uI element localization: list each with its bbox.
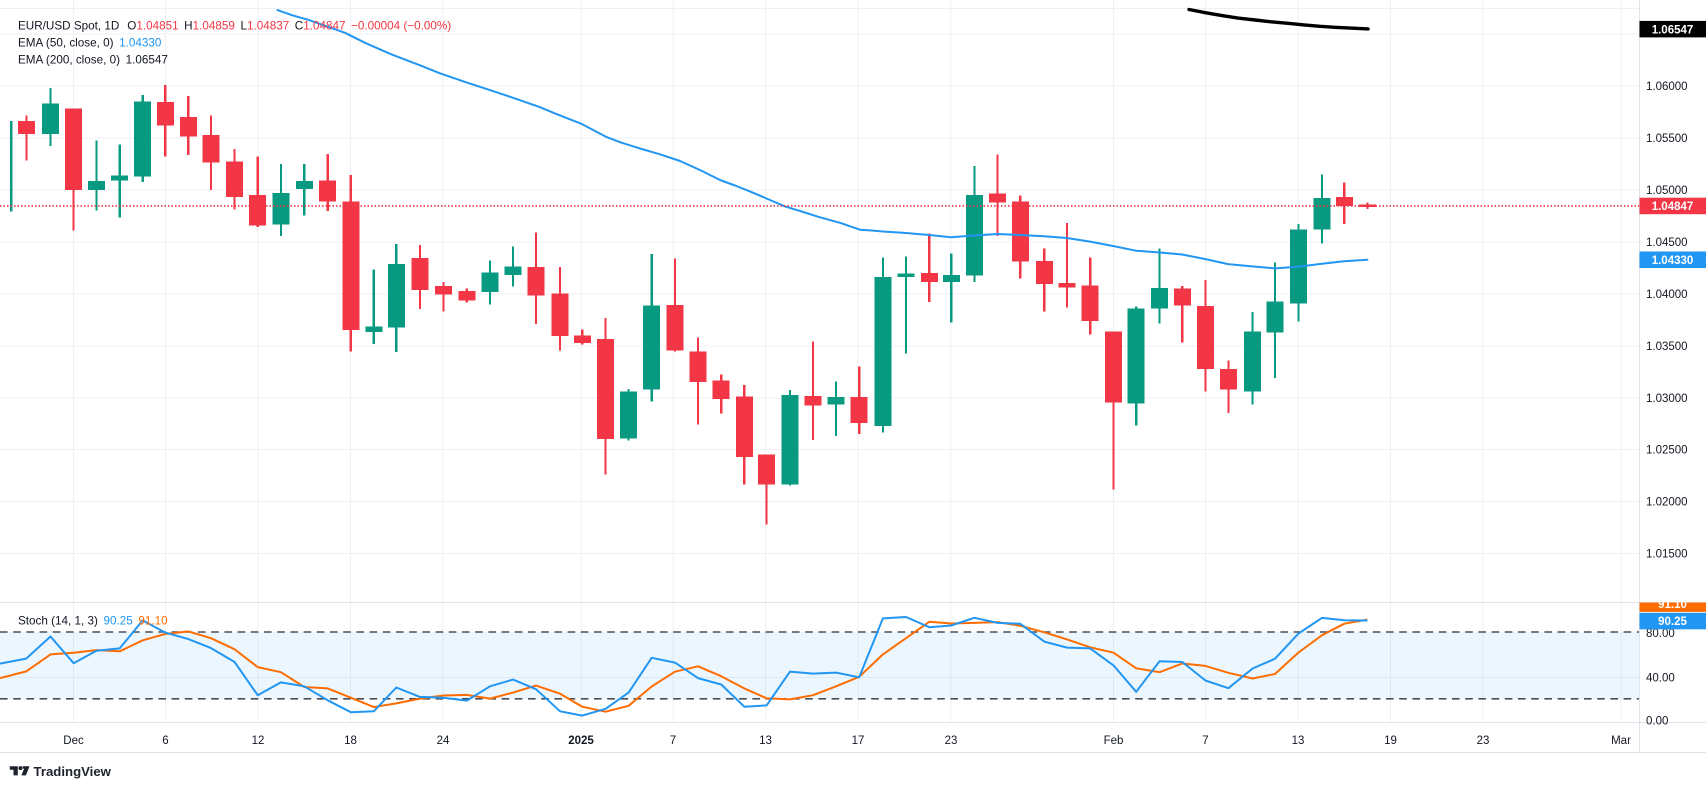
svg-text:1.02000: 1.02000 <box>1646 497 1688 509</box>
svg-text:19: 19 <box>1384 735 1397 747</box>
svg-text:80.00: 80.00 <box>1646 628 1675 640</box>
svg-text:Feb: Feb <box>1104 735 1124 747</box>
svg-text:2025: 2025 <box>568 735 594 747</box>
svg-text:18: 18 <box>344 735 357 747</box>
svg-text:40.00: 40.00 <box>1646 673 1675 685</box>
svg-text:1.03500: 1.03500 <box>1646 341 1688 353</box>
svg-text:6: 6 <box>162 735 168 747</box>
svg-text:EMA (50, close, 0) 1.04330: EMA (50, close, 0) 1.04330 <box>18 37 162 50</box>
svg-text:1.05000: 1.05000 <box>1646 185 1688 197</box>
svg-text:TradingView: TradingView <box>34 764 112 779</box>
svg-text:17: 17 <box>852 735 865 747</box>
svg-text:7: 7 <box>1202 735 1208 747</box>
svg-text:1.05500: 1.05500 <box>1646 133 1688 145</box>
svg-text:1.02500: 1.02500 <box>1646 445 1688 457</box>
svg-text:90.25: 90.25 <box>1658 616 1687 628</box>
svg-text:EUR/USD Spot, 1D O1.04851 H: EUR/USD Spot, 1D O1.04851 H1.04859 L1.04… <box>18 20 451 33</box>
svg-text:1.04000: 1.04000 <box>1646 289 1688 301</box>
svg-text:Dec: Dec <box>63 735 84 747</box>
svg-text:7: 7 <box>670 735 676 747</box>
svg-text:23: 23 <box>1477 735 1490 747</box>
svg-text:1.06000: 1.06000 <box>1646 81 1688 93</box>
svg-text:13: 13 <box>1292 735 1305 747</box>
svg-text:EMA (200, close, 0) 1.06547: EMA (200, close, 0) 1.06547 <box>18 54 168 67</box>
svg-text:1.04500: 1.04500 <box>1646 237 1688 249</box>
svg-text:1.04847: 1.04847 <box>1652 201 1694 213</box>
svg-text:13: 13 <box>759 735 772 747</box>
svg-text:1.01500: 1.01500 <box>1646 549 1688 561</box>
svg-text:1.04330: 1.04330 <box>1652 255 1694 267</box>
svg-text:23: 23 <box>945 735 958 747</box>
svg-text:0.00: 0.00 <box>1646 716 1668 728</box>
svg-text:Mar: Mar <box>1611 735 1631 747</box>
svg-text:1.03000: 1.03000 <box>1646 393 1688 405</box>
svg-text:12: 12 <box>252 735 265 747</box>
svg-text:1.06547: 1.06547 <box>1652 24 1694 36</box>
svg-text:Stoch (14, 1, 3) 90.25 91.10: Stoch (14, 1, 3) 90.25 91.10 <box>18 615 168 628</box>
svg-text:24: 24 <box>437 735 450 747</box>
